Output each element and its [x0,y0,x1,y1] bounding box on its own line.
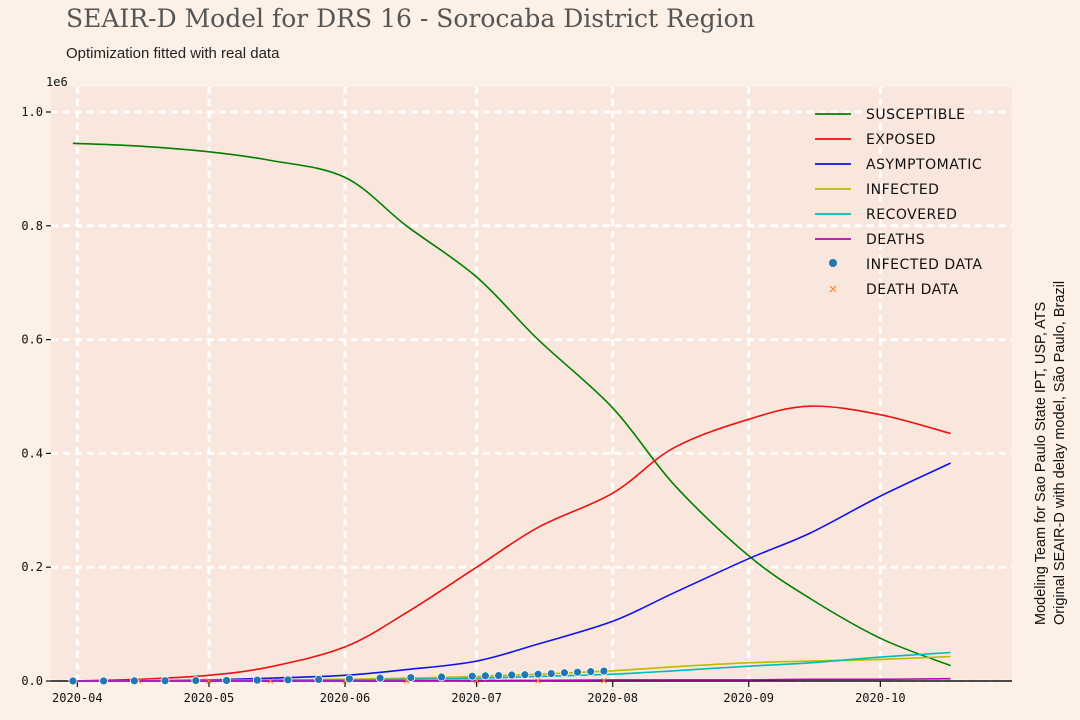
y-tick-label: 0.8 [21,219,43,233]
infected-data-point [283,675,293,685]
infected-data-point [222,676,231,685]
y-tick-label: 0.6 [21,333,43,347]
infected-data-point [252,675,262,685]
infected-data-point [494,671,503,680]
legend-label-infected: INFECTED [866,182,939,198]
infected-data-point [406,673,416,682]
x-tick-label: 2020-06 [320,691,371,705]
infected-data-point [520,670,530,680]
infected-data-point [599,666,609,676]
infected-data-point [573,667,582,677]
legend-label-susceptible: SUSCEPTIBLE [866,107,966,123]
infected-data-point [314,675,324,684]
infected-data-point [507,670,517,680]
legend-label-asymptomatic: ASYMPTOMATIC [866,157,982,173]
legend-label-infected-data: INFECTED DATA [866,257,982,273]
infected-data-point [533,669,543,679]
death-data-point [601,677,607,684]
plot-background [51,87,1012,681]
infected-data-point [68,676,78,686]
x-tick-label: 2020-05 [184,691,235,705]
legend: SUSCEPTIBLE EXPOSED ASYMPTOMATIC INFECTED RE… [815,107,982,298]
side-note-line-1: Modeling Team for Sao Paulo State IPT, U… [1033,301,1049,625]
x-tick-label: 2020-08 [587,691,638,705]
side-note-line-2: Original SEAIR-D with delay model, São P… [1052,280,1068,625]
series-line-susceptible [72,142,951,667]
y-tick-label: 0.4 [21,446,43,460]
y-multiplier-label: 1e6 [46,75,68,89]
infected-data-point [467,671,477,681]
chart-subtitle: Optimization fitted with real data [66,45,280,62]
infected-data-point [129,676,139,686]
legend-label-recovered: RECOVERED [866,207,957,223]
death-data-point [206,678,212,684]
data-markers [68,666,609,686]
death-data-point [267,678,274,684]
legend-label-death-data: DEATH DATA [866,282,959,298]
legend-swatch-death-data [829,285,837,293]
infected-data-point [546,669,556,679]
x-tick-label: 2020-04 [52,691,103,705]
infected-data-point [375,673,385,683]
legend-swatch-infected-data [829,259,837,267]
legend-label-deaths: DEATHS [866,232,925,248]
y-tick-label: 0.2 [21,560,43,574]
infected-data-point [560,668,569,678]
infected-data-point [481,671,490,681]
death-data-point [535,677,541,684]
chart-title: SEAIR-D Model for DRS 16 - Sorocaba Dist… [66,4,755,33]
infected-data-point [160,676,170,686]
y-tick-label: 1.0 [21,105,43,119]
side-note: Modeling Team for Sao Paulo State IPT, U… [1032,281,1070,625]
infected-data-point [586,667,596,677]
series-line-exposed [72,405,951,682]
x-tick-label: 2020-10 [855,691,906,705]
infected-data-point [191,676,201,685]
y-tick-label: 0.0 [21,674,43,688]
legend-label-exposed: EXPOSED [866,132,936,148]
x-tick-label: 2020-09 [723,691,774,705]
infected-data-point [99,676,109,686]
x-tick-label: 2020-07 [451,691,502,705]
infected-data-point [344,674,354,684]
infected-data-point [437,672,446,682]
